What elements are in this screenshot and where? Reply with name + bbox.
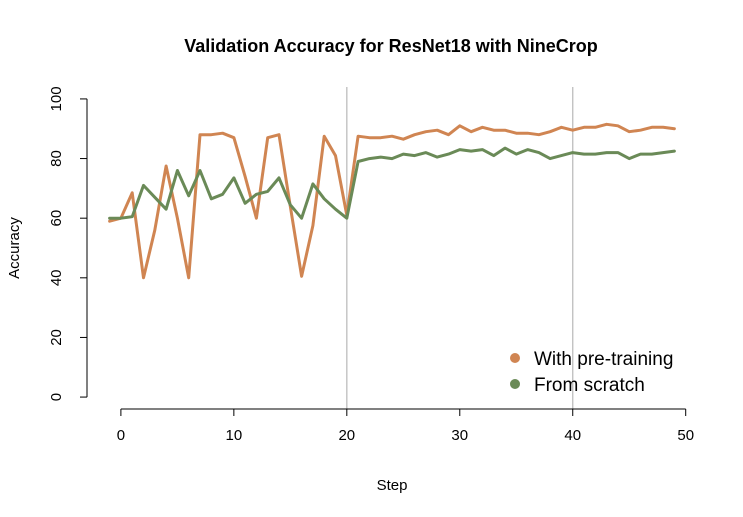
- series-line-with-pre-training: [108, 122, 676, 280]
- series-lines: [108, 122, 676, 280]
- y-tick-label: 0: [48, 393, 65, 401]
- x-axis-label: Step: [377, 477, 408, 494]
- x-axis-ticks: 0 10 20 30 40 50: [117, 409, 694, 444]
- vertical-reference-lines: [346, 87, 574, 409]
- x-tick-label: 0: [117, 427, 125, 444]
- x-tick-label: 30: [451, 427, 468, 444]
- x-tick-label: 10: [226, 427, 243, 444]
- y-tick-label: 20: [48, 329, 65, 346]
- chart-title: Validation Accuracy for ResNet18 with Ni…: [184, 36, 597, 56]
- y-axis-ticks: 0 20 40 60 80 100: [48, 86, 87, 401]
- legend-label-with-pre-training: With pre-training: [534, 349, 673, 370]
- y-tick-label: 100: [48, 86, 65, 111]
- y-tick-label: 60: [48, 210, 65, 227]
- legend-marker-from-scratch: [510, 379, 520, 389]
- x-tick-label: 50: [677, 427, 694, 444]
- y-axis-label: Accuracy: [6, 217, 23, 279]
- legend-marker-with-pre-training: [510, 353, 520, 363]
- axes: [86, 98, 686, 410]
- x-tick-label: 40: [564, 427, 581, 444]
- series-line-from-scratch: [108, 146, 676, 220]
- legend-label-from-scratch: From scratch: [534, 375, 645, 396]
- y-tick-label: 40: [48, 269, 65, 286]
- x-tick-label: 20: [338, 427, 355, 444]
- legend: With pre-training From scratch: [510, 349, 673, 396]
- y-tick-label: 80: [48, 150, 65, 167]
